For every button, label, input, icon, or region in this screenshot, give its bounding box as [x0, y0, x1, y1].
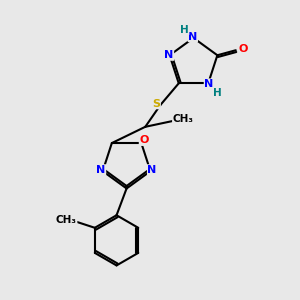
- Text: N: N: [188, 32, 197, 42]
- Text: N: N: [164, 50, 174, 60]
- Text: CH₃: CH₃: [56, 215, 77, 225]
- Text: N: N: [96, 165, 106, 175]
- Text: S: S: [152, 99, 160, 109]
- Text: H: H: [180, 25, 189, 34]
- Text: O: O: [238, 44, 248, 54]
- Text: N: N: [204, 79, 214, 89]
- Text: O: O: [139, 135, 149, 146]
- Text: CH₃: CH₃: [172, 114, 194, 124]
- Text: H: H: [213, 88, 222, 98]
- Text: N: N: [148, 165, 157, 175]
